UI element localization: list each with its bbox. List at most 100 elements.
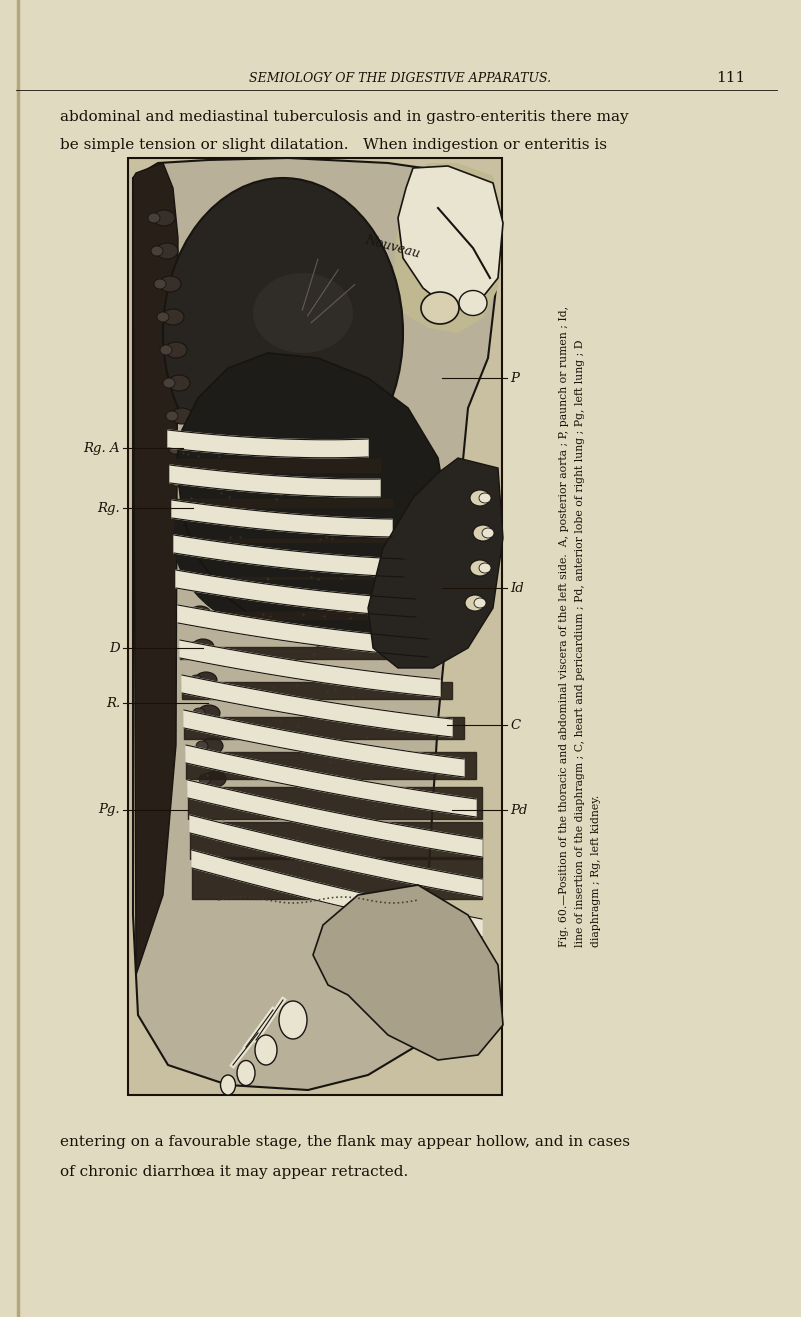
Ellipse shape [482,528,494,539]
Text: Nouveau: Nouveau [363,234,421,261]
Polygon shape [393,163,502,333]
Polygon shape [178,353,448,647]
Polygon shape [180,647,440,658]
Text: Pg.: Pg. [99,803,120,817]
Ellipse shape [172,477,184,487]
Ellipse shape [159,277,181,292]
Ellipse shape [479,493,491,503]
Ellipse shape [160,345,172,356]
Polygon shape [186,745,476,817]
Ellipse shape [163,378,175,389]
Ellipse shape [189,606,211,622]
Ellipse shape [184,608,196,619]
Polygon shape [178,605,428,657]
Text: entering on a favourable stage, the flank may appear hollow, and in cases: entering on a favourable stage, the flan… [60,1135,630,1148]
Ellipse shape [186,573,208,589]
Ellipse shape [166,411,178,421]
Text: Fig. 60.—Position of the thoracic and abdominal viscera of the left side.  A, po: Fig. 60.—Position of the thoracic and ab… [559,306,601,947]
Ellipse shape [165,342,187,358]
Ellipse shape [220,1075,235,1094]
FancyBboxPatch shape [128,158,502,1094]
Polygon shape [368,458,503,668]
Ellipse shape [253,273,353,353]
Ellipse shape [470,490,490,506]
Ellipse shape [175,510,187,520]
Polygon shape [184,710,464,777]
Ellipse shape [198,705,220,720]
Text: R.: R. [106,697,120,710]
Polygon shape [398,166,503,308]
Text: D: D [110,641,120,655]
Ellipse shape [237,1060,255,1085]
Ellipse shape [153,209,175,227]
Ellipse shape [201,738,223,755]
Ellipse shape [193,709,205,718]
Ellipse shape [192,639,214,655]
Text: Pd: Pd [510,803,527,817]
Ellipse shape [154,279,166,288]
Polygon shape [180,640,440,697]
Ellipse shape [177,474,199,490]
Ellipse shape [156,244,178,259]
Polygon shape [182,682,452,699]
Polygon shape [182,676,452,738]
Polygon shape [133,163,178,975]
Ellipse shape [465,595,485,611]
Ellipse shape [180,507,202,523]
Polygon shape [174,535,404,577]
Ellipse shape [173,439,433,637]
Ellipse shape [204,770,226,788]
Ellipse shape [148,213,160,223]
Polygon shape [168,429,368,458]
Text: of chronic diarrhœa it may appear retracted.: of chronic diarrhœa it may appear retrac… [60,1166,409,1179]
Ellipse shape [169,444,181,454]
Ellipse shape [181,576,193,586]
Ellipse shape [470,560,490,576]
Polygon shape [170,460,380,471]
Polygon shape [172,499,392,507]
Polygon shape [188,788,482,819]
Text: abdominal and mediastinal tuberculosis and in gastro-enteritis there may: abdominal and mediastinal tuberculosis a… [60,111,629,124]
Text: Id: Id [510,582,524,594]
Ellipse shape [195,672,217,687]
Polygon shape [184,716,464,739]
Text: P: P [510,371,519,385]
Text: C: C [510,719,520,731]
Ellipse shape [174,441,196,457]
Ellipse shape [187,641,199,652]
Polygon shape [188,780,482,857]
Ellipse shape [157,312,169,321]
Polygon shape [133,158,498,1090]
Ellipse shape [473,525,493,541]
Text: be simple tension or slight dilatation.   When indigestion or enteritis is: be simple tension or slight dilatation. … [60,138,607,151]
Text: Rg. A: Rg. A [83,441,120,454]
Ellipse shape [183,540,205,556]
Ellipse shape [190,676,202,685]
Ellipse shape [171,408,193,424]
Ellipse shape [479,562,491,573]
Ellipse shape [421,292,459,324]
Ellipse shape [178,543,190,553]
Text: SEMIOLOGY OF THE DIGESTIVE APPARATUS.: SEMIOLOGY OF THE DIGESTIVE APPARATUS. [249,71,552,84]
Ellipse shape [474,598,486,608]
Text: Rg.: Rg. [97,502,120,515]
Polygon shape [178,612,428,619]
Polygon shape [190,822,482,859]
Polygon shape [313,885,503,1060]
Ellipse shape [459,291,487,316]
Polygon shape [174,539,404,543]
Ellipse shape [168,375,190,391]
Polygon shape [192,849,482,936]
Polygon shape [170,465,380,497]
Polygon shape [176,570,416,616]
Polygon shape [172,500,392,537]
Text: 111: 111 [715,71,745,86]
Polygon shape [186,752,476,778]
Ellipse shape [163,178,403,489]
Polygon shape [192,857,482,900]
Ellipse shape [199,774,211,784]
Polygon shape [190,815,482,897]
Ellipse shape [196,741,208,751]
Ellipse shape [279,1001,307,1039]
Ellipse shape [151,246,163,255]
